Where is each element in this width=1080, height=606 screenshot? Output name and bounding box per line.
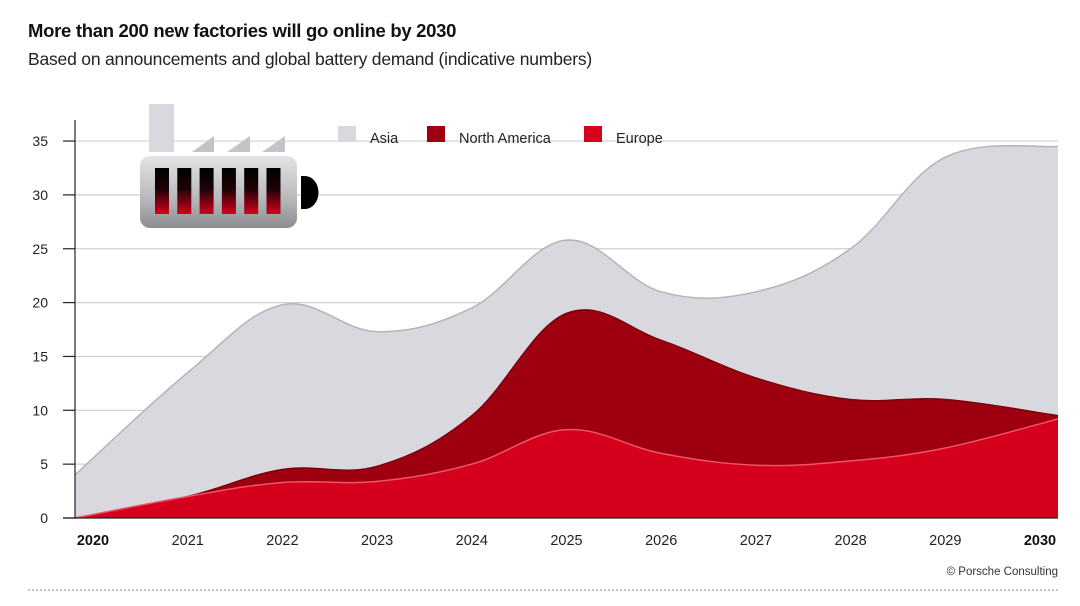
y-tick-label: 20 [32,295,48,311]
x-tick-label: 2023 [361,533,393,549]
y-tick-label: 5 [40,456,48,472]
x-tick-label: 2026 [645,533,677,549]
area-edge-europe [74,418,1059,519]
y-axis-ticks: 0 5 10 15 20 25 30 35 [32,133,75,526]
battery-cell [221,168,236,214]
axes [63,120,1058,519]
area-edge-asia [74,144,1059,476]
battery-cell [155,168,169,214]
legend-label-north-america: North America [459,131,552,147]
y-tick-label: 30 [32,187,48,203]
legend-swatch-north-america [427,126,445,142]
chimney-shape [149,104,174,152]
x-axis-ticks: 2020 2021 2022 2023 2024 2025 2026 2027 2028 2029… [77,533,1056,549]
chart-subtitle: Based on announcements and global batter… [28,49,593,69]
dotted-divider [28,589,1058,591]
x-tick-label: 2024 [456,533,488,549]
legend-label-europe: Europe [616,131,663,147]
roof-shape [262,136,285,152]
x-tick-label: 2022 [266,533,298,549]
stacked-areas [74,144,1059,519]
x-tick-label: 2027 [740,533,772,549]
roof-shape [192,136,214,152]
battery-terminal [301,176,319,209]
x-tick-label: 2020 [77,533,109,549]
x-tick-label: 2029 [929,533,961,549]
x-tick-label: 2030 [1024,533,1056,549]
legend-swatch-asia [338,126,356,142]
area-europe [75,418,1058,518]
x-tick-label: 2021 [172,533,204,549]
battery-cell [266,168,281,214]
y-tick-label: 10 [32,402,48,418]
area-edge-north-america [74,309,1059,519]
legend-label-asia: Asia [370,131,399,147]
battery-cell [244,168,259,214]
x-tick-label: 2025 [550,533,582,549]
y-tick-label: 0 [40,510,48,526]
legend-swatch-europe [584,126,602,142]
battery-cells [155,168,281,214]
x-tick-label: 2028 [834,533,866,549]
y-tick-label: 15 [32,348,48,364]
battery-cell [177,168,192,214]
chart-title: More than 200 new factories will go onli… [28,20,457,41]
battery-cell [199,168,214,214]
roof-shape [227,136,250,152]
battery-factory-icon [140,104,319,228]
source-credit: © Porsche Consulting [946,566,1058,578]
y-tick-label: 25 [32,241,48,257]
y-tick-label: 35 [32,133,48,149]
legend: Asia North America Europe [338,126,663,147]
